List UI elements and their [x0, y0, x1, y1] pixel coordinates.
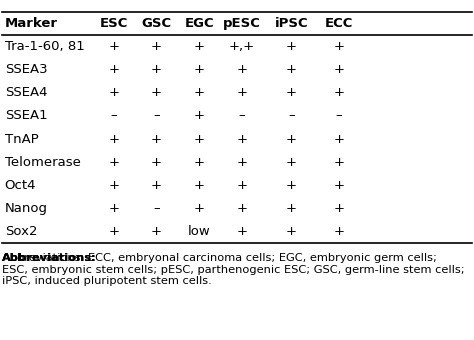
Text: Sox2: Sox2	[5, 225, 37, 238]
Text: Telomerase: Telomerase	[5, 156, 81, 169]
Text: SSEA1: SSEA1	[5, 109, 47, 122]
Text: –: –	[239, 109, 245, 122]
Text: Oct4: Oct4	[5, 179, 36, 192]
Text: +: +	[193, 63, 205, 76]
Text: +: +	[151, 133, 162, 146]
Text: EGC: EGC	[184, 17, 214, 30]
Text: +: +	[193, 156, 205, 169]
Text: ESC: ESC	[100, 17, 128, 30]
Text: +: +	[237, 179, 247, 192]
Text: +: +	[108, 40, 119, 53]
Text: +: +	[151, 63, 162, 76]
Text: +: +	[193, 202, 205, 215]
Text: +: +	[333, 179, 345, 192]
Text: +: +	[108, 133, 119, 146]
Text: +: +	[108, 225, 119, 238]
Text: SSEA4: SSEA4	[5, 86, 47, 99]
Text: +: +	[151, 156, 162, 169]
Text: +: +	[286, 133, 297, 146]
Text: +: +	[286, 179, 297, 192]
Text: +: +	[286, 63, 297, 76]
Text: +: +	[333, 202, 345, 215]
Text: +,+: +,+	[229, 40, 255, 53]
Text: +: +	[286, 86, 297, 99]
Text: +: +	[151, 40, 162, 53]
Text: +: +	[108, 63, 119, 76]
Text: GSC: GSC	[141, 17, 172, 30]
Text: Nanog: Nanog	[5, 202, 48, 215]
Text: +: +	[333, 133, 345, 146]
Text: ECC: ECC	[325, 17, 353, 30]
Text: +: +	[286, 40, 297, 53]
Text: +: +	[193, 86, 205, 99]
Text: +: +	[193, 40, 205, 53]
Text: iPSC: iPSC	[275, 17, 308, 30]
Text: –: –	[153, 202, 160, 215]
Text: +: +	[193, 133, 205, 146]
Text: +: +	[108, 156, 119, 169]
Text: +: +	[108, 179, 119, 192]
Text: +: +	[193, 109, 205, 122]
Text: +: +	[286, 202, 297, 215]
Text: +: +	[237, 225, 247, 238]
Text: low: low	[188, 225, 210, 238]
Text: +: +	[333, 156, 345, 169]
Text: +: +	[108, 86, 119, 99]
Text: TnAP: TnAP	[5, 133, 38, 146]
Text: +: +	[237, 202, 247, 215]
Text: Tra-1-60, 81: Tra-1-60, 81	[5, 40, 84, 53]
Text: SSEA3: SSEA3	[5, 63, 47, 76]
Text: –: –	[336, 109, 342, 122]
Text: +: +	[286, 225, 297, 238]
Text: +: +	[151, 179, 162, 192]
Text: +: +	[237, 156, 247, 169]
Text: pESC: pESC	[223, 17, 261, 30]
Text: –: –	[110, 109, 117, 122]
Text: +: +	[151, 86, 162, 99]
Text: +: +	[333, 225, 345, 238]
Text: +: +	[108, 202, 119, 215]
Text: +: +	[237, 133, 247, 146]
Text: +: +	[151, 225, 162, 238]
Text: Abbreviations:: Abbreviations:	[2, 253, 97, 263]
Text: –: –	[288, 109, 295, 122]
Text: +: +	[333, 40, 345, 53]
Text: +: +	[333, 86, 345, 99]
Text: Abbreviations:: Abbreviations:	[2, 253, 97, 263]
Text: Marker: Marker	[5, 17, 58, 30]
Text: +: +	[237, 63, 247, 76]
Text: –: –	[153, 109, 160, 122]
Text: +: +	[193, 179, 205, 192]
Text: +: +	[333, 63, 345, 76]
Text: +: +	[237, 86, 247, 99]
Text: +: +	[286, 156, 297, 169]
Text: Abbreviations: ECC, embryonal carcinoma cells; EGC, embryonic germ cells;
ESC, e: Abbreviations: ECC, embryonal carcinoma …	[2, 253, 465, 287]
